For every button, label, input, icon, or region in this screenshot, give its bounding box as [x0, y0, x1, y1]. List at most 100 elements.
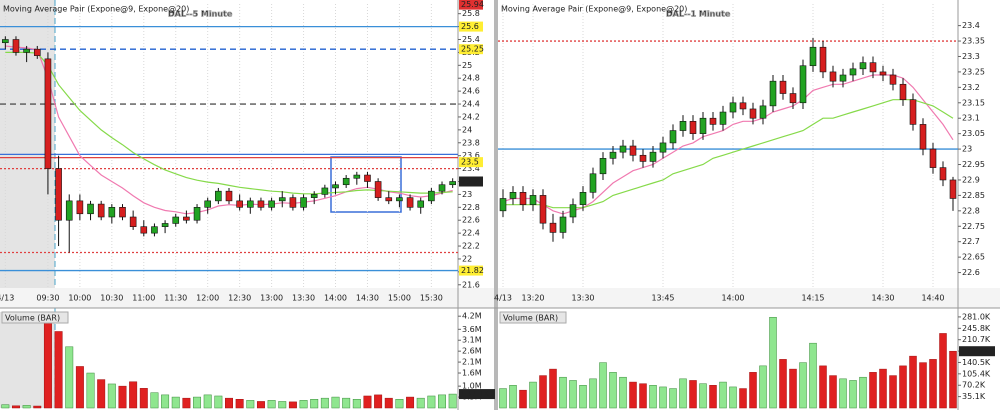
- volume-bar: [789, 368, 797, 409]
- volume-bar: [899, 365, 907, 409]
- volume-bar: [769, 316, 777, 409]
- candle-body: [629, 145, 637, 156]
- candle-body: [449, 181, 456, 186]
- volume-bar: [54, 331, 63, 409]
- x-tick-label: 4/13: [494, 294, 512, 303]
- candle-body: [215, 190, 222, 202]
- candle-body: [23, 48, 30, 53]
- y-tick-label: 23.25: [962, 67, 985, 76]
- y-tick-label: 245.8K: [962, 324, 991, 333]
- candle-body: [689, 121, 697, 134]
- y-tick-label: 22.75: [962, 222, 985, 231]
- volume-bar: [139, 388, 148, 409]
- candle-body: [321, 187, 329, 195]
- candle-body: [332, 184, 339, 189]
- candle-body: [172, 216, 180, 224]
- candle-body: [342, 177, 350, 186]
- time-axis-strip: [498, 288, 1000, 308]
- price-tag: [959, 346, 995, 357]
- volume-bar: [310, 399, 319, 409]
- price-tag-label: 25.94: [461, 0, 484, 9]
- volume-bar: [384, 397, 393, 409]
- y-tick-label: 1.0M: [462, 382, 482, 391]
- candle-body: [268, 200, 275, 208]
- candle-body: [119, 207, 126, 218]
- candle-body: [769, 80, 777, 107]
- candle-body: [236, 200, 243, 208]
- volume-bar: [150, 392, 159, 409]
- volume-title: Volume (BAR): [503, 314, 558, 323]
- volume-bar: [86, 372, 95, 409]
- candle-body: [300, 197, 307, 208]
- candle-body: [417, 200, 425, 208]
- y-tick-label: 23.4: [462, 164, 480, 173]
- x-tick-label: 10:30: [100, 294, 123, 303]
- candle-body: [549, 222, 557, 233]
- y-tick-label: 105.4K: [962, 369, 991, 378]
- y-tick-label: 23.8: [462, 138, 480, 147]
- volume-bar: [709, 385, 717, 409]
- candle-body: [247, 200, 254, 208]
- moving-average: [502, 74, 954, 215]
- price-tag-label: 25.6: [461, 22, 479, 31]
- candle-body: [909, 99, 917, 125]
- y-tick-label: 23: [962, 145, 972, 154]
- volume-bar: [549, 368, 557, 409]
- volume-bar: [11, 405, 20, 409]
- volume-bar: [699, 383, 707, 409]
- candle-body: [529, 195, 537, 205]
- candle-body: [140, 226, 148, 234]
- volume-bar: [267, 400, 276, 409]
- y-tick-label: 24: [462, 125, 472, 134]
- volume-bar: [749, 372, 757, 409]
- price-tag: [459, 265, 483, 276]
- volume-bar: [331, 396, 340, 409]
- volume-bar: [235, 399, 244, 409]
- volume-bar: [278, 401, 287, 409]
- volume-bar: [288, 401, 297, 409]
- volume-bar: [689, 380, 697, 409]
- x-tick-label: 14:00: [324, 294, 347, 303]
- volume-bar: [599, 362, 607, 409]
- candle-body: [289, 197, 297, 208]
- x-tick-label: 15:00: [388, 294, 411, 303]
- volume-bar: [256, 401, 265, 409]
- candle-body: [428, 190, 435, 202]
- chart-title: DAL--5 Minute: [168, 10, 233, 19]
- x-tick-label: 14:40: [921, 294, 944, 303]
- x-tick-label: 15:30: [420, 294, 443, 303]
- chart-subtitle: Moving Average Pair (Expone@9, Expone@20…: [501, 5, 687, 14]
- volume-bar: [799, 362, 807, 409]
- volume-bar: [363, 395, 372, 409]
- candle-body: [2, 39, 9, 44]
- candle-body: [919, 124, 927, 150]
- y-tick-label: 210.7K: [962, 335, 991, 344]
- x-tick-label: 14:30: [871, 294, 894, 303]
- volume-bar: [639, 383, 647, 409]
- candle-body: [899, 83, 907, 100]
- candle-body: [569, 204, 577, 218]
- x-tick-label: 14:15: [801, 294, 824, 303]
- candle-body: [649, 151, 657, 162]
- candle-body: [929, 148, 937, 168]
- y-tick-label: 22.2: [462, 242, 480, 251]
- candle-body: [839, 74, 847, 82]
- y-tick-label: 24.2: [462, 112, 480, 121]
- y-tick-label: 23.6: [462, 151, 480, 160]
- candle-body: [374, 181, 382, 198]
- volume-bar: [739, 388, 747, 409]
- candle-body: [257, 200, 265, 208]
- x-tick-label: 14:30: [356, 294, 379, 303]
- volume-bar: [729, 386, 737, 409]
- volume-bar: [182, 397, 191, 409]
- volume-bar: [919, 362, 927, 409]
- y-tick-label: 22.4: [462, 229, 480, 238]
- candle-body: [659, 142, 667, 153]
- price-tag: [459, 44, 483, 55]
- candle-body: [108, 207, 116, 218]
- y-tick-label: 24.6: [462, 87, 480, 96]
- volume-title-box: [1, 311, 69, 324]
- candle-body: [33, 48, 41, 56]
- volume-bar: [406, 396, 415, 409]
